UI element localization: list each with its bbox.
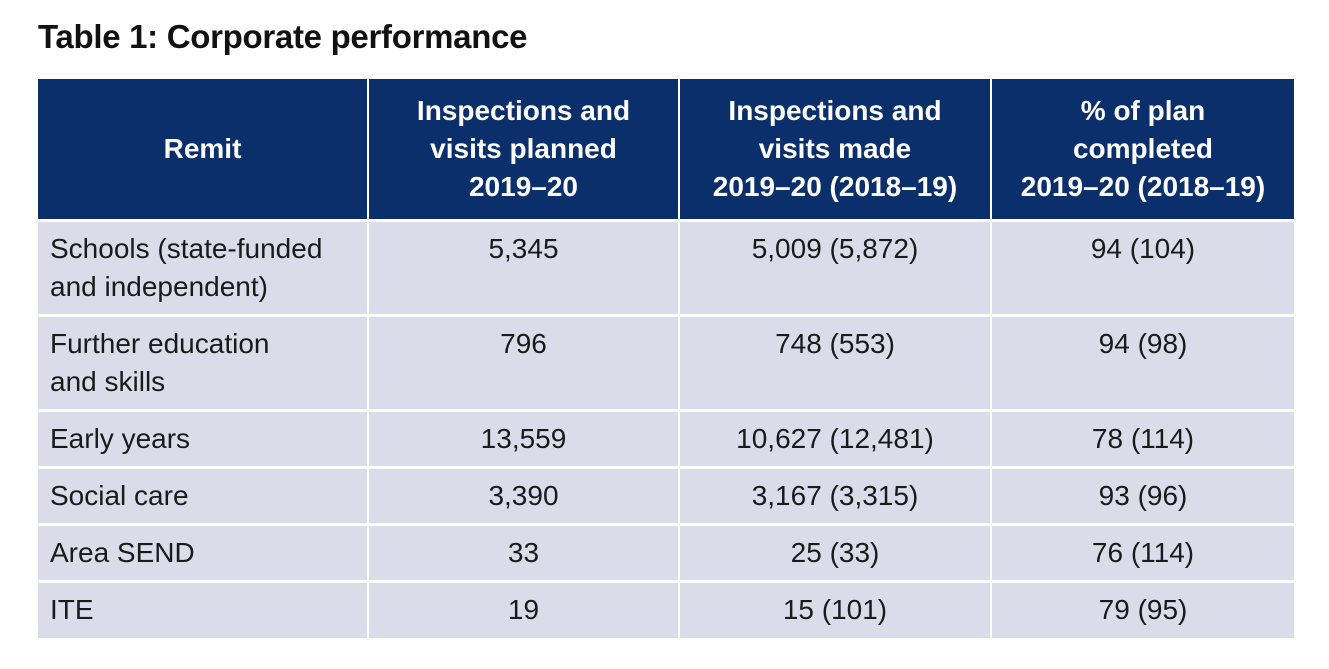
cell-planned: 33 <box>367 522 679 581</box>
cell-made: 10,627 (12,481) <box>678 408 991 467</box>
cell-remit: Area SEND <box>38 522 368 581</box>
cell-remit: Schools (state-funded and independent) <box>38 218 368 315</box>
cell-made: 748 (553) <box>678 313 991 410</box>
cell-completed: 94 (98) <box>990 313 1294 410</box>
cell-planned: 5,345 <box>367 218 679 315</box>
cell-completed: 93 (96) <box>990 465 1294 524</box>
cell-planned: 3,390 <box>367 465 679 524</box>
cell-made: 25 (33) <box>678 522 991 581</box>
header-percent-completed: % of plan completed 2019–20 (2018–19) <box>990 79 1294 220</box>
cell-remit: Further education and skills <box>38 313 368 410</box>
cell-planned: 19 <box>367 579 679 638</box>
header-inspections-planned: Inspections and visits planned 2019–20 <box>367 79 679 220</box>
table-row: Early years 13,559 10,627 (12,481) 78 (1… <box>38 408 1294 467</box>
cell-planned: 13,559 <box>367 408 679 467</box>
table-row: Social care 3,390 3,167 (3,315) 93 (96) <box>38 465 1294 524</box>
cell-remit: Social care <box>38 465 368 524</box>
header-remit: Remit <box>38 79 368 220</box>
cell-made: 3,167 (3,315) <box>678 465 991 524</box>
cell-completed: 79 (95) <box>990 579 1294 638</box>
table-row: ITE 19 15 (101) 79 (95) <box>38 579 1294 638</box>
table-row: Further education and skills 796 748 (55… <box>38 313 1294 410</box>
cell-completed: 78 (114) <box>990 408 1294 467</box>
cell-made: 15 (101) <box>678 579 991 638</box>
cell-remit: Early years <box>38 408 368 467</box>
table-title: Table 1: Corporate performance <box>38 18 528 55</box>
cell-planned: 796 <box>367 313 679 410</box>
cell-remit: ITE <box>38 579 368 638</box>
table-row: Schools (state-funded and independent) 5… <box>38 218 1294 315</box>
header-inspections-made: Inspections and visits made 2019–20 (201… <box>678 79 991 220</box>
header-row: Remit Inspections and visits planned 201… <box>38 79 1294 220</box>
cell-completed: 76 (114) <box>990 522 1294 581</box>
corporate-performance-table: Remit Inspections and visits planned 201… <box>38 79 1294 638</box>
table-row: Area SEND 33 25 (33) 76 (114) <box>38 522 1294 581</box>
cell-made: 5,009 (5,872) <box>678 218 991 315</box>
cell-completed: 94 (104) <box>990 218 1294 315</box>
